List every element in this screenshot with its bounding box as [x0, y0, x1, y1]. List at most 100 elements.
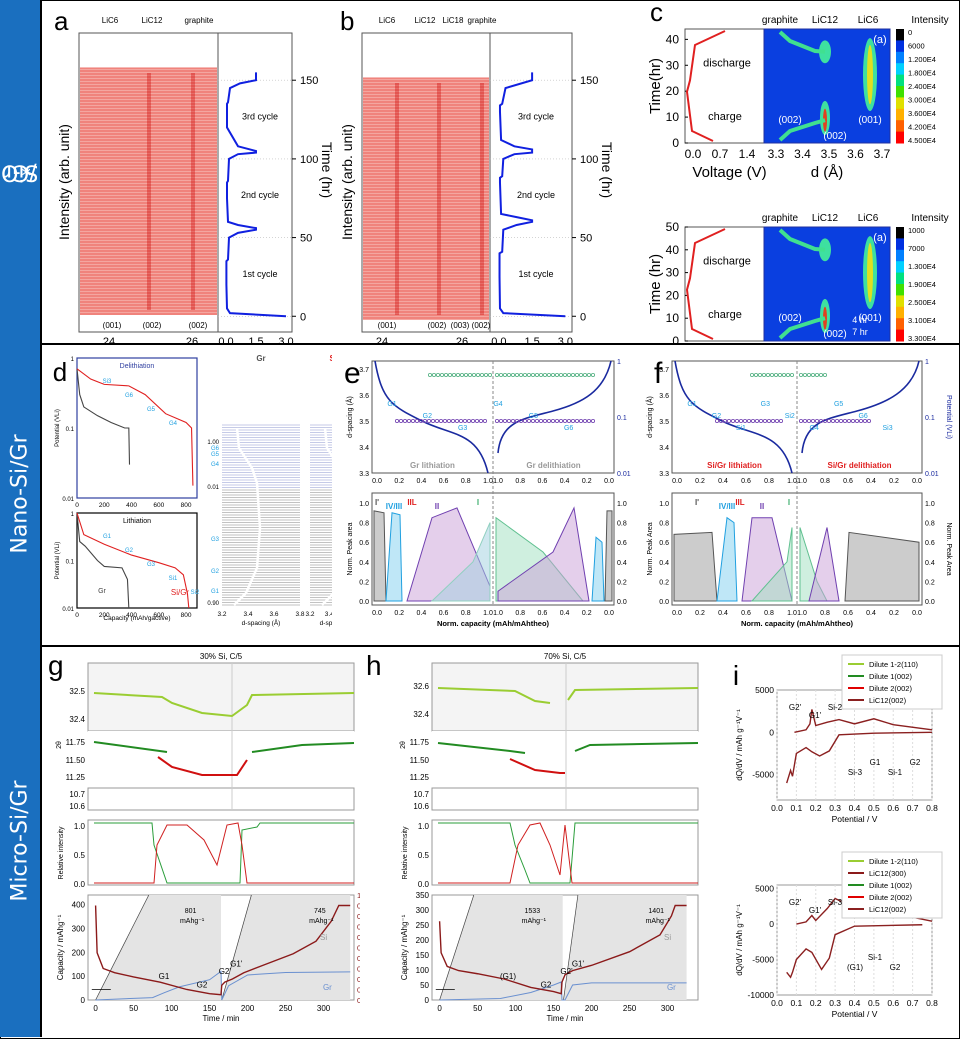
dspacing-point-II — [466, 419, 471, 424]
dspacing-point-II — [806, 419, 811, 424]
stage-label: G3 — [458, 425, 467, 432]
phase-label: LiC6 — [858, 15, 879, 26]
dspacing-point-I — [538, 372, 543, 377]
dspacing-point-I — [494, 372, 499, 377]
x-tick-label: 600 — [153, 612, 164, 619]
stage-label: G1 — [387, 401, 396, 408]
dspacing-point-II — [562, 419, 567, 424]
dspacing-point-II — [399, 419, 404, 424]
annotation: G2' — [219, 967, 232, 976]
voltage-frame — [489, 32, 573, 333]
x-axis-label: d-spacing (Å) — [242, 618, 281, 627]
time-tick-label: 150 — [580, 75, 598, 87]
dspacing-point-I — [590, 372, 595, 377]
annotation: (G1) — [500, 972, 516, 981]
x-tick-label: 3.2 — [217, 611, 226, 618]
y-tick-label: 0 — [769, 919, 774, 929]
y-tick-label: 11.25 — [66, 773, 86, 782]
dspacing-point-II — [534, 419, 539, 424]
row-label-micro-si-gr: Micro-Si/Gr — [0, 645, 42, 1037]
peak-annotation: G2' — [789, 898, 802, 907]
x-axis-label: Norm. capacity (mAh/mAhtheo) — [741, 619, 854, 628]
relative-red — [94, 822, 354, 884]
stage-label: G2 — [125, 548, 134, 554]
dspacing-point-I — [467, 372, 472, 377]
y-tick-label: 200 — [72, 948, 86, 957]
two-theta-top-frame — [431, 662, 699, 732]
colorbar-swatch — [896, 284, 904, 296]
colorbar-tick: 3.300E4 — [908, 334, 936, 343]
dspacing-point-II — [395, 419, 400, 424]
x-tick-label: 3.2 — [305, 611, 314, 618]
colorbar-swatch — [896, 295, 904, 308]
dspacing-point-II — [566, 419, 571, 424]
dspacing-point-II — [798, 419, 803, 424]
peak-annotation: G2' — [789, 703, 802, 712]
x-tick-label: 0.2 — [582, 478, 592, 485]
phase-label: LiC18 — [443, 16, 464, 25]
dspacing-point-I — [550, 372, 555, 377]
dspacing-point-I — [432, 372, 437, 377]
potential-curve — [94, 904, 351, 996]
x-tick-label: 0.8 — [515, 478, 525, 485]
x-tick-label: 0.8 — [764, 610, 774, 617]
x-tick-label: 0.0 — [771, 803, 783, 813]
peak-annotation: G2 — [890, 963, 901, 972]
capacity-curve-Si/Gr — [76, 512, 190, 609]
legend-label: Dilute 1-2(110) — [869, 857, 919, 866]
dspacing-point-I — [483, 372, 488, 377]
y-tick-label: 3.3 — [359, 471, 369, 478]
x-tick-label: 0.6 — [741, 478, 751, 485]
stage-label: Si2 — [785, 413, 795, 420]
x-tick-label: 300 — [661, 1004, 675, 1013]
dspacing-point-I — [471, 372, 476, 377]
peak-annotation: (G1) — [847, 963, 863, 972]
dspacing-point-II — [518, 419, 523, 424]
dspacing-point-I — [518, 372, 523, 377]
capacity-shade-lith — [95, 895, 221, 1000]
x-tick-label: 0.8 — [820, 610, 830, 617]
colorbar-swatch — [896, 51, 904, 64]
x-tick-label: 0.0 — [672, 610, 682, 617]
heat-track — [778, 316, 826, 340]
dspacing-point-II — [447, 419, 452, 424]
colorbar-tick: 7000 — [908, 244, 925, 253]
colorbar-tick: 1.800E4 — [908, 69, 936, 78]
colorbar-tick: 4.500E4 — [908, 136, 936, 145]
x-tick-label: 100 — [165, 1004, 179, 1013]
panel-e: e 3.3 3.4 3.5 3.6 3.7 0.01 0.1 1 d-spacing (Å) 0.0… — [344, 357, 631, 628]
x-tick-label: 0.6 — [887, 998, 899, 1008]
x-tick-label: 0.4 — [866, 478, 876, 485]
x-tick-label: 0.5 — [868, 998, 880, 1008]
dspacing-point-I — [444, 372, 449, 377]
area-II — [808, 527, 840, 602]
y-tick-label: 0 — [425, 996, 430, 1005]
annotation: Gr — [667, 983, 676, 992]
x-axis-label: d-spacing (Å) — [320, 618, 332, 627]
y-tick-label: 0.4 — [659, 560, 669, 567]
voltage-frame — [217, 32, 293, 333]
dspacing-point-I — [498, 372, 503, 377]
dspacing-point-II — [578, 419, 583, 424]
x-tick-label: 0.7 — [907, 803, 919, 813]
phase-label: LiC12 — [812, 15, 839, 26]
dspacing-point-II — [542, 419, 547, 424]
annotation: 4 hr — [852, 315, 868, 325]
phase-label: I' — [695, 498, 699, 507]
dspacing-point-I — [459, 372, 464, 377]
right-y-tick: 0.6 — [617, 540, 627, 547]
capacity-line — [439, 894, 475, 1001]
right-y-axis-label: Potential (VLi) — [945, 395, 952, 439]
dspacing-point-II — [431, 419, 436, 424]
dspacing-point-II — [510, 419, 515, 424]
x-tick-label: 0.4 — [718, 610, 728, 617]
row-label-nano-si-gr: Nano-Si/Gr — [0, 343, 42, 645]
annotation: 7 hr — [852, 327, 868, 337]
right-y-tick: 0.2 — [925, 579, 935, 586]
legend-si-gr: Si/Gr — [171, 588, 190, 597]
cycle-label: 3rd cycle — [518, 112, 554, 122]
annotation: 801 — [185, 908, 197, 915]
peak-annotation: G1' — [809, 711, 822, 720]
y-tick-label: 10.7 — [69, 790, 85, 799]
